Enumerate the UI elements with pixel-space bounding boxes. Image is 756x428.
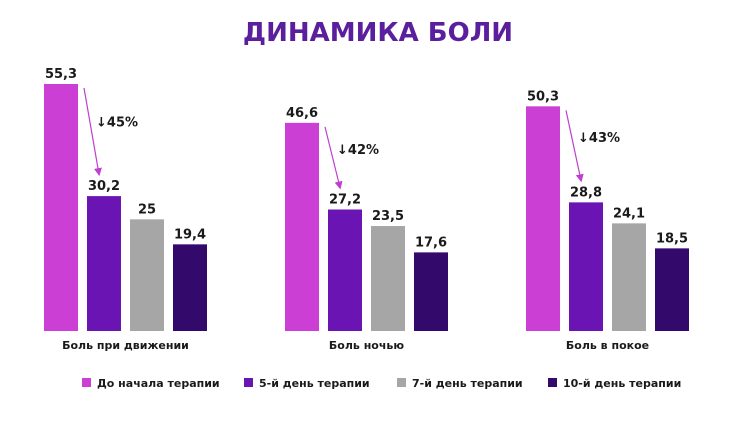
- bar-2-4: [414, 252, 448, 331]
- reduction-label: ↓42%: [337, 143, 379, 158]
- category-label: Боль ночью: [329, 339, 404, 352]
- category-label: Боль при движении: [62, 339, 189, 352]
- legend: До начала терапии 5-й день терапии 7-й ден…: [82, 377, 681, 390]
- chart-title: ДИНАМИКА БОЛИ: [243, 18, 513, 48]
- legend-swatch: [397, 378, 406, 387]
- value-label: 50,3: [527, 89, 559, 104]
- legend-label: До начала терапии: [97, 377, 220, 390]
- value-label: 27,2: [329, 193, 361, 208]
- reduction-arrow: [83, 87, 102, 177]
- bar-2-1: [285, 122, 319, 331]
- legend-swatch: [82, 378, 91, 387]
- reduction-arrow: [565, 110, 584, 183]
- value-label: 46,6: [286, 106, 318, 121]
- legend-label: 10-й день терапии: [563, 377, 681, 390]
- value-label: 19,4: [174, 227, 206, 242]
- value-label: 17,6: [415, 235, 447, 250]
- value-label: 24,1: [613, 206, 645, 221]
- bar-1-1: [44, 84, 78, 331]
- reduction-label: ↓45%: [96, 116, 138, 131]
- plot-area: 55,3 30,2 25 19,4 ↓45% Боль при движении 46,6 2…: [44, 67, 689, 352]
- legend-label: 5-й день терапии: [259, 377, 370, 390]
- value-label: 18,5: [656, 231, 688, 246]
- value-label: 30,2: [88, 179, 120, 194]
- bar-1-3: [130, 219, 164, 331]
- bar-2-2: [328, 209, 362, 331]
- value-label: 55,3: [45, 67, 77, 82]
- legend-swatch: [244, 378, 253, 387]
- bar-1-4: [173, 244, 207, 331]
- value-label: 23,5: [372, 209, 404, 224]
- legend-label: 7-й день терапии: [412, 377, 523, 390]
- bar-3-2: [569, 202, 603, 331]
- reduction-label: ↓43%: [578, 131, 620, 146]
- bar-3-3: [612, 223, 646, 331]
- bar-3-4: [655, 248, 689, 331]
- bar-1-2: [87, 196, 121, 331]
- bar-3-1: [526, 106, 560, 331]
- value-label: 28,8: [570, 185, 602, 200]
- reduction-arrow: [324, 126, 343, 190]
- legend-swatch: [548, 378, 557, 387]
- category-label: Боль в покое: [566, 339, 649, 352]
- value-label: 25: [138, 202, 156, 217]
- bar-2-3: [371, 226, 405, 331]
